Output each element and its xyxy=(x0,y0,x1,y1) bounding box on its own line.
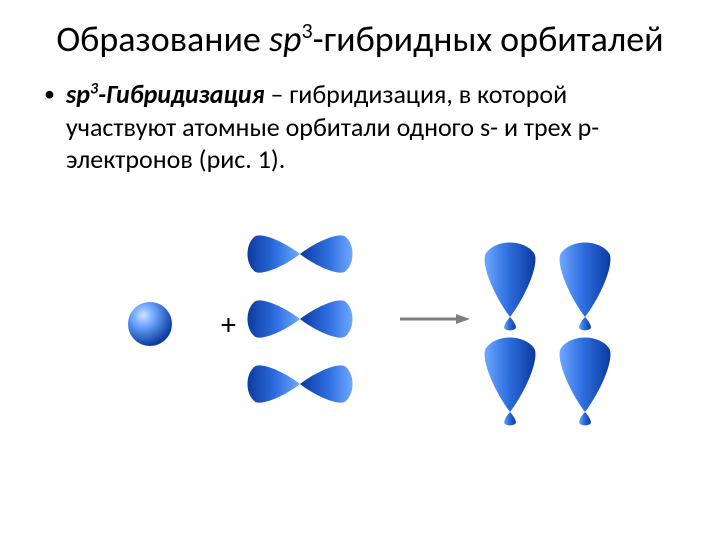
term-em: sp xyxy=(66,78,90,110)
term: sp3-Гибридизация xyxy=(66,78,265,110)
p-orbital xyxy=(247,365,352,402)
diagram-container: + xyxy=(40,194,680,444)
p-orbital xyxy=(247,235,352,272)
title-suffix: -гибридных орбиталей xyxy=(313,17,664,61)
bullet-text: sp3-Гибридизация – гибридизация, в котор… xyxy=(66,78,670,176)
term-suffix: -Гибридизация xyxy=(98,78,265,110)
bullet-glyph: • xyxy=(44,78,66,110)
title-prefix: Образование xyxy=(56,17,269,61)
title-em: sp xyxy=(269,17,302,61)
arrow-head-icon xyxy=(456,314,470,324)
s-orbital xyxy=(128,302,172,346)
title-sup: 3 xyxy=(302,17,313,44)
page-title: Образование sp3-гибридных орбиталей xyxy=(40,18,680,60)
sp3-orbital xyxy=(560,337,611,425)
term-sup: 3 xyxy=(90,80,98,99)
p-orbital xyxy=(247,300,352,337)
bullet-row: • sp3-Гибридизация – гибридизация, в кот… xyxy=(44,78,670,176)
sp3-orbital xyxy=(560,242,611,330)
sp3-orbital xyxy=(485,337,536,425)
hybridization-diagram: + xyxy=(90,194,630,444)
plus-icon: + xyxy=(221,306,236,343)
sp3-orbital xyxy=(485,242,536,330)
